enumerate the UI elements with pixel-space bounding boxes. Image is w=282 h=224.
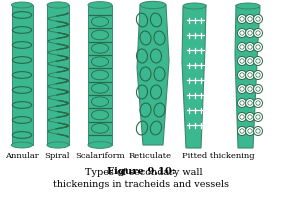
Ellipse shape bbox=[88, 142, 112, 148]
Circle shape bbox=[237, 112, 246, 121]
Circle shape bbox=[246, 112, 254, 121]
Circle shape bbox=[246, 56, 254, 65]
Bar bbox=[12, 5, 32, 145]
Circle shape bbox=[254, 43, 263, 52]
Text: thickenings in tracheids and vessels: thickenings in tracheids and vessels bbox=[53, 180, 229, 189]
Ellipse shape bbox=[91, 57, 109, 67]
Circle shape bbox=[254, 127, 263, 136]
Text: Figure 9.10:: Figure 9.10: bbox=[107, 167, 175, 176]
Circle shape bbox=[246, 15, 254, 24]
Text: Types of secondary wall: Types of secondary wall bbox=[79, 168, 203, 177]
Bar bbox=[88, 5, 112, 145]
Ellipse shape bbox=[140, 1, 166, 9]
Polygon shape bbox=[182, 5, 206, 148]
Ellipse shape bbox=[47, 2, 69, 8]
Circle shape bbox=[254, 112, 263, 121]
Ellipse shape bbox=[91, 110, 109, 120]
Ellipse shape bbox=[12, 142, 32, 148]
Ellipse shape bbox=[12, 2, 32, 8]
Ellipse shape bbox=[236, 3, 260, 9]
Ellipse shape bbox=[91, 30, 109, 40]
Circle shape bbox=[254, 28, 263, 37]
Ellipse shape bbox=[47, 142, 69, 148]
Polygon shape bbox=[235, 5, 260, 148]
Ellipse shape bbox=[88, 2, 112, 8]
Circle shape bbox=[237, 28, 246, 37]
Circle shape bbox=[254, 56, 263, 65]
Circle shape bbox=[237, 15, 246, 24]
Circle shape bbox=[246, 71, 254, 80]
Ellipse shape bbox=[91, 70, 109, 80]
Circle shape bbox=[246, 127, 254, 136]
Ellipse shape bbox=[91, 43, 109, 53]
Ellipse shape bbox=[91, 17, 109, 26]
Circle shape bbox=[246, 99, 254, 108]
Text: Scalariform: Scalariform bbox=[75, 152, 125, 160]
Circle shape bbox=[254, 71, 263, 80]
Circle shape bbox=[237, 43, 246, 52]
Circle shape bbox=[246, 43, 254, 52]
Ellipse shape bbox=[91, 123, 109, 133]
Circle shape bbox=[237, 99, 246, 108]
Circle shape bbox=[237, 56, 246, 65]
Circle shape bbox=[237, 84, 246, 93]
Circle shape bbox=[254, 15, 263, 24]
Text: Annular: Annular bbox=[5, 152, 39, 160]
Ellipse shape bbox=[91, 84, 109, 93]
Circle shape bbox=[246, 84, 254, 93]
Bar bbox=[47, 5, 69, 145]
Circle shape bbox=[254, 84, 263, 93]
Ellipse shape bbox=[183, 3, 206, 9]
Text: Reticulate: Reticulate bbox=[129, 152, 171, 160]
Polygon shape bbox=[137, 5, 169, 145]
Circle shape bbox=[237, 71, 246, 80]
Text: Spiral: Spiral bbox=[44, 152, 70, 160]
Circle shape bbox=[254, 99, 263, 108]
Circle shape bbox=[246, 28, 254, 37]
Circle shape bbox=[237, 127, 246, 136]
Ellipse shape bbox=[91, 97, 109, 106]
Text: Pitted thickening: Pitted thickening bbox=[182, 152, 254, 160]
